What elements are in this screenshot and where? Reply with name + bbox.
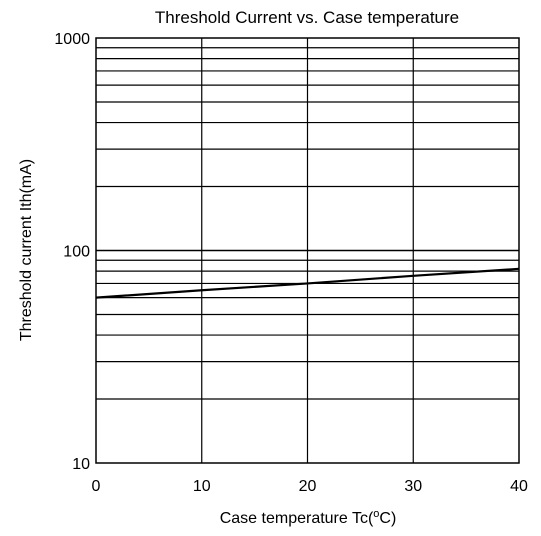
y-tick-label: 100	[63, 244, 90, 261]
y-tick-labels: 10 100 1000	[54, 31, 90, 473]
series-line	[95, 267, 520, 299]
x-tick-labels: 0 10 20 30 40	[92, 478, 528, 495]
x-tick-label: 10	[193, 478, 211, 495]
x-tick-label: 20	[299, 478, 317, 495]
x-axis-label-degree: o	[373, 508, 379, 520]
plot-frame	[95, 37, 520, 464]
x-tick-label: 0	[92, 478, 101, 495]
x-axis-label: Case temperature Tc(oC)	[220, 508, 397, 527]
x-axis-label-main: Case temperature Tc(	[220, 510, 374, 527]
x-tick-label: 40	[510, 478, 528, 495]
x-tick-label: 30	[404, 478, 422, 495]
y-tick-label: 1000	[54, 31, 90, 48]
x-axis-label-suffix: C)	[379, 510, 396, 527]
series-layer	[95, 267, 520, 299]
y-axis-label: Threshold current Ith(mA)	[18, 159, 35, 341]
chart-title: Threshold Current vs. Case temperature	[155, 8, 459, 27]
y-tick-label: 10	[72, 456, 90, 473]
grid	[96, 38, 519, 463]
